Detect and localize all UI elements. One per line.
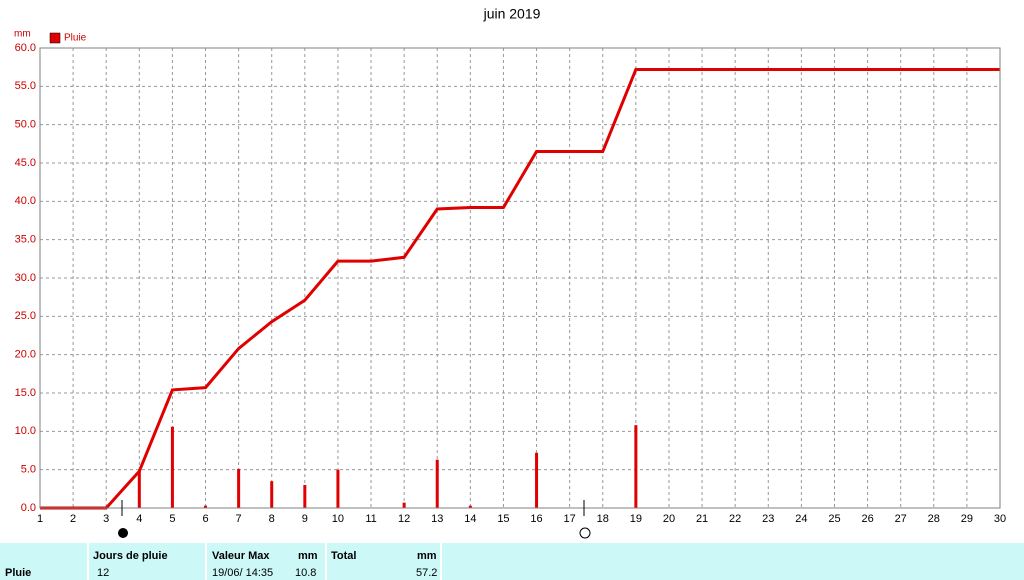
column-unit: mm <box>298 550 318 562</box>
moon-icon <box>579 527 591 539</box>
y-tick-label: 50.0 <box>15 119 36 131</box>
x-tick-label: 3 <box>103 513 109 525</box>
x-tick-label: 6 <box>202 513 208 525</box>
column-header: Valeur Max <box>212 550 270 562</box>
x-tick-label: 11 <box>365 513 376 525</box>
x-tick-label: 1 <box>37 513 43 525</box>
bar <box>435 459 439 508</box>
bar <box>204 505 208 508</box>
x-tick-label: 15 <box>497 513 509 525</box>
plot-border <box>39 47 1001 509</box>
x-tick-label: 16 <box>530 513 542 525</box>
bar <box>535 452 539 508</box>
x-tick-label: 25 <box>828 513 840 525</box>
x-tick-label: 18 <box>597 513 609 525</box>
y-tick-label: 10.0 <box>15 425 36 437</box>
bar <box>237 468 241 508</box>
x-tick-label: 29 <box>961 513 973 525</box>
bar <box>170 426 174 508</box>
y-tick-label: 35.0 <box>15 234 36 246</box>
x-tick-label: 30 <box>994 513 1006 525</box>
bar <box>137 471 141 508</box>
x-tick-label: 4 <box>136 513 142 525</box>
x-tick-label: 17 <box>564 513 576 525</box>
x-tick-label: 20 <box>663 513 675 525</box>
cell: 12 <box>97 567 109 579</box>
column-unit: mm <box>417 550 437 562</box>
moon-icon <box>118 528 128 538</box>
bar <box>468 505 472 508</box>
bar <box>634 425 638 508</box>
x-tick-label: 2 <box>70 513 76 525</box>
column-header: Jours de pluie <box>93 550 168 562</box>
x-tick-label: 19 <box>630 513 642 525</box>
cell: 19/06/ 14:35 <box>212 567 273 579</box>
table-background <box>0 543 1024 580</box>
row-header: Pluie <box>5 567 31 579</box>
x-tick-label: 27 <box>895 513 907 525</box>
y-tick-label: 45.0 <box>15 157 36 169</box>
legend-swatch <box>49 32 61 44</box>
y-axis-label: mm <box>14 29 31 40</box>
x-tick-label: 24 <box>795 513 807 525</box>
x-tick-label: 9 <box>302 513 308 525</box>
chart-title: juin 2019 <box>483 6 541 22</box>
x-tick-label: 22 <box>729 513 741 525</box>
x-tick-label: 10 <box>332 513 344 525</box>
y-tick-label: 40.0 <box>15 195 36 207</box>
cell: 10.8 <box>295 567 316 579</box>
y-tick-label: 30.0 <box>15 272 36 284</box>
y-tick-label: 20.0 <box>15 349 36 361</box>
legend-label: Pluie <box>64 33 87 44</box>
y-tick-label: 60.0 <box>15 42 36 54</box>
x-tick-label: 12 <box>398 513 410 525</box>
bar <box>303 485 307 508</box>
bar <box>402 502 406 508</box>
y-tick-label: 15.0 <box>15 387 36 399</box>
bar <box>270 481 274 508</box>
x-tick-label: 28 <box>928 513 940 525</box>
y-tick-label: 25.0 <box>15 310 36 322</box>
y-tick-label: 0.0 <box>21 502 36 514</box>
x-tick-label: 14 <box>464 513 476 525</box>
x-tick-label: 13 <box>431 513 443 525</box>
x-tick-label: 7 <box>236 513 242 525</box>
x-tick-label: 26 <box>861 513 873 525</box>
line <box>40 67 1000 510</box>
bar <box>336 469 340 508</box>
x-tick-label: 23 <box>762 513 774 525</box>
x-tick-label: 5 <box>169 513 175 525</box>
x-tick-label: 8 <box>269 513 275 525</box>
cell: 57.2 <box>416 567 437 579</box>
x-tick-label: 21 <box>696 513 708 525</box>
column-header: Total <box>331 550 356 562</box>
y-tick-label: 5.0 <box>21 464 36 476</box>
y-tick-label: 55.0 <box>15 80 36 92</box>
